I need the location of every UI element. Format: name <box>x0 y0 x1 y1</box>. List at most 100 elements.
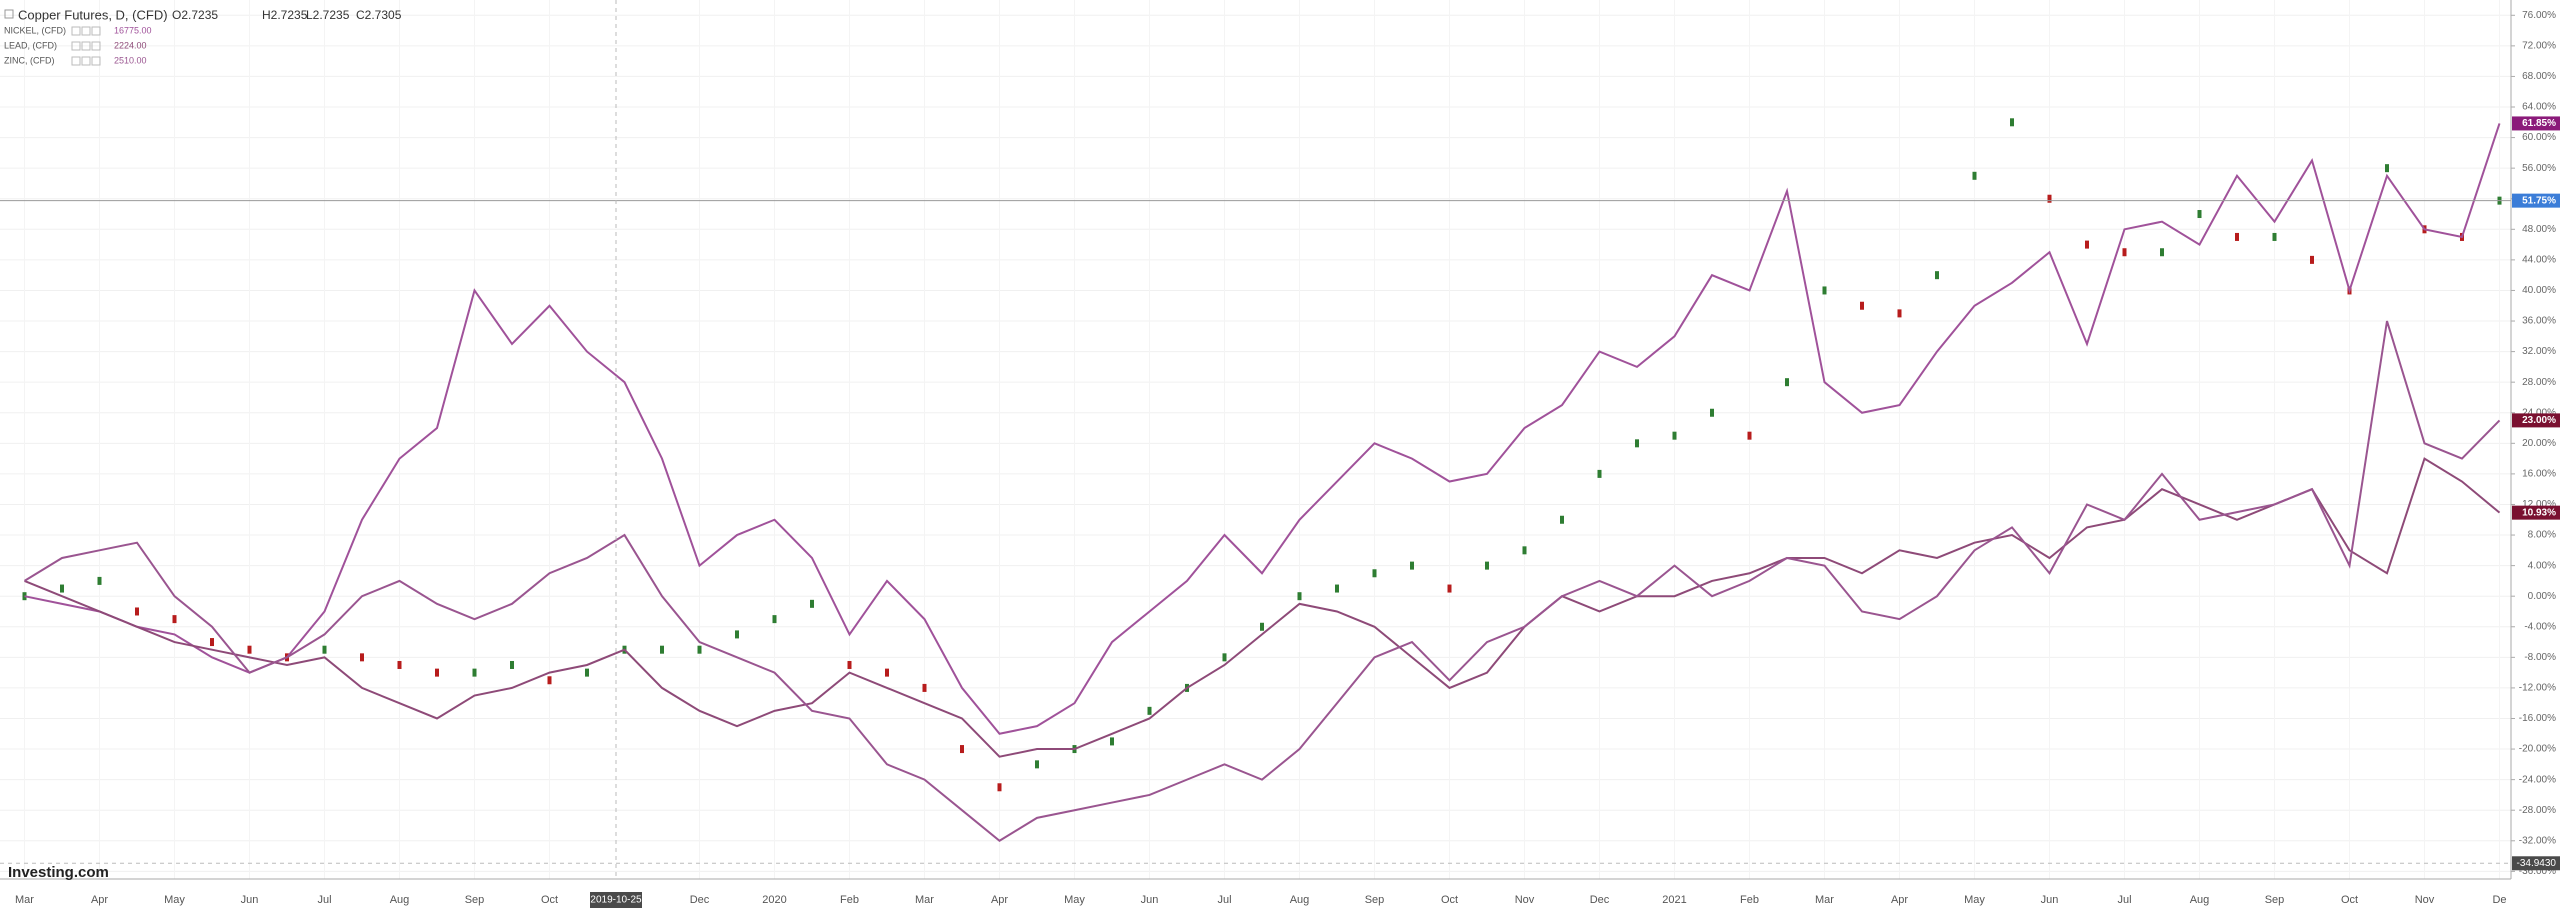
y-tick-label: 28.00% <box>2522 377 2556 388</box>
legend-name: LEAD, (CFD) <box>4 40 57 50</box>
candle <box>1035 760 1039 769</box>
legend-button <box>71 26 81 36</box>
candle <box>660 645 664 654</box>
crosshair-y-label: -34.9430 <box>2517 858 2557 869</box>
y-tick-label: 48.00% <box>2522 224 2556 235</box>
candle <box>1372 569 1377 578</box>
legend-price: 16775.00 <box>114 25 152 35</box>
x-tick-label: Dec <box>690 894 710 906</box>
candle <box>1147 706 1152 715</box>
ohlc-open: O2.7235 <box>172 8 218 22</box>
y-tick-label: 72.00% <box>2522 41 2556 52</box>
y-tick-label: -24.00% <box>2519 774 2556 785</box>
y-tick-label: 56.00% <box>2522 163 2556 174</box>
y-tick-label: -12.00% <box>2519 683 2556 694</box>
candle <box>585 668 589 677</box>
candle <box>735 630 739 639</box>
candle <box>1110 737 1114 746</box>
candle <box>1935 271 1939 280</box>
y-tick-label: 44.00% <box>2522 255 2556 266</box>
candle <box>1897 309 1902 318</box>
chart-title: Copper Futures, D, (CFD) <box>18 7 168 22</box>
x-tick-label: May <box>164 894 185 906</box>
candle <box>322 645 327 654</box>
x-tick-label: Oct <box>1441 894 1458 906</box>
ohlc-low: L2.7235 <box>306 8 350 22</box>
value-label: 23.00% <box>2522 415 2556 426</box>
candle <box>547 676 552 685</box>
candle <box>922 683 927 692</box>
y-tick-label: 68.00% <box>2522 71 2556 82</box>
y-tick-label: 8.00% <box>2528 530 2556 541</box>
legend-price: 2224.00 <box>114 40 147 50</box>
y-tick-label: -32.00% <box>2519 835 2556 846</box>
x-tick-label: May <box>1064 894 1085 906</box>
candle <box>360 653 364 662</box>
series-line <box>24 123 2501 735</box>
y-tick-label: 12.00% <box>2522 499 2556 510</box>
candle <box>1672 431 1677 440</box>
legend-button <box>81 41 91 51</box>
candle <box>1635 439 1639 448</box>
x-tick-label: Jul <box>2117 894 2131 906</box>
candle <box>135 607 139 616</box>
candle <box>2197 210 2202 219</box>
x-tick-label: Oct <box>541 894 558 906</box>
x-tick-label: Aug <box>390 894 410 906</box>
candle <box>2272 232 2277 241</box>
value-label: 61.85% <box>2522 118 2556 129</box>
candle <box>1522 546 1527 555</box>
y-tick-label: 32.00% <box>2522 346 2556 357</box>
brand: Investing.com <box>8 864 109 881</box>
legend-button <box>71 41 81 51</box>
x-tick-label: Apr <box>991 894 1008 906</box>
candle <box>97 576 102 585</box>
y-tick-label: -20.00% <box>2519 744 2556 755</box>
candle <box>1447 584 1452 593</box>
candle <box>997 783 1002 792</box>
series-line <box>23 320 2501 843</box>
x-tick-label: 2021 <box>1662 894 1686 906</box>
candle <box>1822 286 1827 295</box>
candle <box>172 615 177 624</box>
candle <box>510 660 514 669</box>
legend-name: ZINC, (CFD) <box>4 55 55 65</box>
x-tick-label: Sep <box>2265 894 2285 906</box>
grid <box>0 0 2511 879</box>
value-label: 10.93% <box>2522 507 2556 518</box>
ohlc-high: H2.7235 <box>262 8 308 22</box>
candle <box>472 668 477 677</box>
legend-name: NICKEL, (CFD) <box>4 25 66 35</box>
candle <box>2010 118 2014 127</box>
candle <box>1485 561 1489 570</box>
candle <box>960 745 964 754</box>
x-tick-label: Mar <box>915 894 934 906</box>
collapse-icon[interactable] <box>4 9 14 19</box>
candle <box>2385 164 2389 173</box>
candle <box>60 584 64 593</box>
crosshair-x-label: 2019-10-25 <box>590 895 642 906</box>
x-tick-label: Jun <box>1141 894 1159 906</box>
y-tick-label: -36.00% <box>2519 866 2556 877</box>
candle <box>1260 622 1264 631</box>
x-tick-label: 2020 <box>762 894 786 906</box>
legend-button <box>91 56 101 66</box>
y-tick-label: 60.00% <box>2522 132 2556 143</box>
legend-button <box>91 26 101 36</box>
x-tick-label: May <box>1964 894 1985 906</box>
x-tick-label: Jul <box>1217 894 1231 906</box>
candle <box>2160 248 2164 257</box>
crosshair-x-badge <box>590 892 642 908</box>
x-tick-label: Sep <box>1365 894 1385 906</box>
y-tick-label: 0.00% <box>2528 591 2556 602</box>
candle <box>210 638 214 647</box>
legend-price: 2510.00 <box>114 55 147 65</box>
candle <box>2310 255 2314 264</box>
y-tick-label: 76.00% <box>2522 10 2556 21</box>
candle <box>885 668 889 677</box>
y-tick-label: 64.00% <box>2522 102 2556 113</box>
